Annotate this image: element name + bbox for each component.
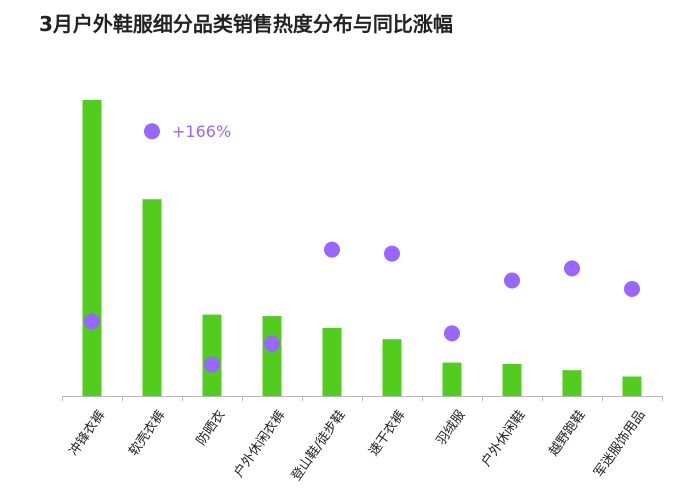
point-7 — [504, 272, 520, 289]
bar-3 — [262, 316, 282, 396]
x-tick-label-0: 冲锋衣裤 — [66, 407, 109, 459]
bar-4 — [322, 327, 342, 396]
bar-8 — [562, 370, 582, 396]
bar-7 — [502, 364, 522, 396]
bar-1 — [142, 199, 162, 396]
scatter-series — [84, 123, 640, 373]
bar-9 — [622, 376, 642, 396]
point-6 — [444, 325, 460, 342]
point-9 — [624, 281, 640, 297]
annotation-layer: +166% — [172, 122, 231, 141]
point-2 — [204, 356, 220, 373]
bar-6 — [442, 362, 462, 396]
bar-5 — [382, 339, 402, 396]
point-4 — [324, 241, 340, 258]
x-axis-tick-labels: 冲锋衣裤 软壳衣裤 防晒衣 户外休闲衣裤 登山鞋/徒步鞋 速干衣裤 羽绒服 户外休闲鞋 越野跑鞋… — [66, 407, 649, 484]
bar-2 — [202, 314, 222, 396]
x-tick-label-2: 防晒衣 — [193, 407, 228, 448]
x-tick-label-4: 登山鞋/徒步鞋 — [288, 407, 348, 484]
bar-series — [82, 100, 642, 396]
point-0 — [84, 313, 100, 330]
x-tick-label-5: 速干衣裤 — [366, 407, 409, 459]
x-axis — [62, 396, 663, 401]
point-3 — [264, 335, 280, 352]
x-tick-label-7: 户外休闲鞋 — [478, 407, 528, 469]
x-tick-label-1: 软壳衣裤 — [126, 407, 169, 459]
x-tick-label-8: 越野跑鞋 — [546, 407, 589, 459]
point-1 — [144, 123, 160, 140]
x-tick-label-9: 军迷服饰用品 — [591, 408, 648, 481]
bar-0 — [82, 100, 102, 396]
x-tick-label-3: 户外休闲衣裤 — [231, 407, 289, 480]
point-5 — [384, 245, 400, 262]
x-tick-label-6: 羽绒服 — [434, 408, 469, 449]
point-annotation-0: +166% — [172, 122, 231, 141]
chart-title: 3月户外鞋服细分品类销售热度分布与同比涨幅 — [39, 12, 453, 36]
point-8 — [564, 260, 580, 277]
